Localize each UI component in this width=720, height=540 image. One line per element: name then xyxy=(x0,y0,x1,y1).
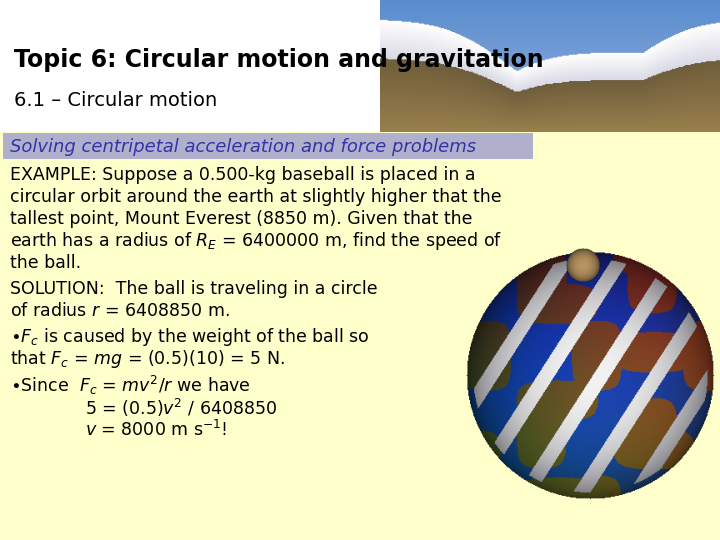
Bar xyxy=(3,133,533,159)
Text: the ball.: the ball. xyxy=(10,254,81,272)
Bar xyxy=(0,132,720,540)
Text: $v$ = 8000 m s$^{-1}$!: $v$ = 8000 m s$^{-1}$! xyxy=(85,420,227,440)
Text: $\bullet$Since  $F_c$ = $mv^2$/$r$ we have: $\bullet$Since $F_c$ = $mv^2$/$r$ we hav… xyxy=(10,374,251,396)
Bar xyxy=(0,0,720,132)
Text: 5 = (0.5)$v^2$ / 6408850: 5 = (0.5)$v^2$ / 6408850 xyxy=(85,397,277,419)
Text: circular orbit around the earth at slightly higher that the: circular orbit around the earth at sligh… xyxy=(10,188,502,206)
Text: SOLUTION:  The ball is traveling in a circle: SOLUTION: The ball is traveling in a cir… xyxy=(10,280,377,298)
Text: earth has a radius of $R_E$ = 6400000 m, find the speed of: earth has a radius of $R_E$ = 6400000 m,… xyxy=(10,230,502,252)
Text: 6.1 – Circular motion: 6.1 – Circular motion xyxy=(14,91,217,110)
Text: $\bullet$$F_c$ is caused by the weight of the ball so: $\bullet$$F_c$ is caused by the weight o… xyxy=(10,326,369,348)
Text: tallest point, Mount Everest (8850 m). Given that the: tallest point, Mount Everest (8850 m). G… xyxy=(10,210,472,228)
Text: that $F_c$ = $mg$ = (0.5)(10) = 5 N.: that $F_c$ = $mg$ = (0.5)(10) = 5 N. xyxy=(10,348,285,370)
Text: of radius $r$ = 6408850 m.: of radius $r$ = 6408850 m. xyxy=(10,302,230,320)
Text: Topic 6: Circular motion and gravitation: Topic 6: Circular motion and gravitation xyxy=(14,48,544,72)
Text: Solving centripetal acceleration and force problems: Solving centripetal acceleration and for… xyxy=(10,138,476,156)
Text: EXAMPLE: Suppose a 0.500-kg baseball is placed in a: EXAMPLE: Suppose a 0.500-kg baseball is … xyxy=(10,166,475,184)
